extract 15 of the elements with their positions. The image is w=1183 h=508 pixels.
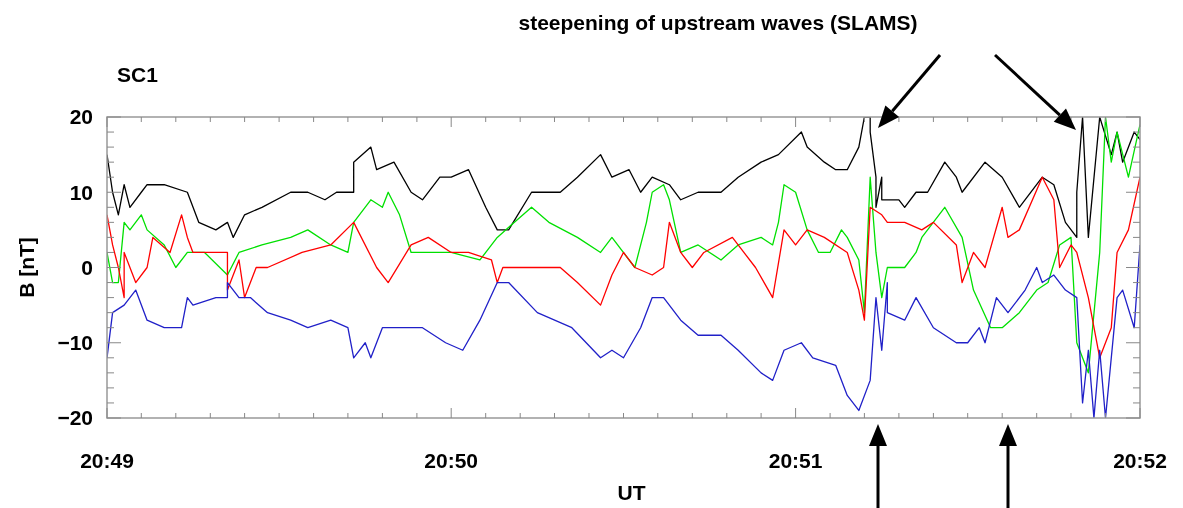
y-axis-title: B [nT] [15, 237, 38, 298]
y-tick-label: −10 [57, 331, 93, 355]
x-tick-label: 20:52 [1113, 449, 1167, 472]
x-tick-label: 20:49 [80, 449, 134, 472]
y-tick-label: 10 [69, 180, 93, 204]
line-series [107, 117, 1140, 374]
y-tick-label: 0 [81, 255, 93, 279]
x-tick-label: 20:51 [768, 449, 823, 472]
y-tick-label: −20 [57, 406, 93, 430]
line-series [107, 117, 1140, 239]
x-axis-title: UT [617, 481, 646, 504]
text: steepening of upstream waves (SLAMS) [518, 11, 918, 34]
x-tick-label: 20:50 [424, 449, 479, 472]
y-tick-label: 20 [69, 105, 93, 129]
chart-title: SC1 [117, 63, 159, 86]
